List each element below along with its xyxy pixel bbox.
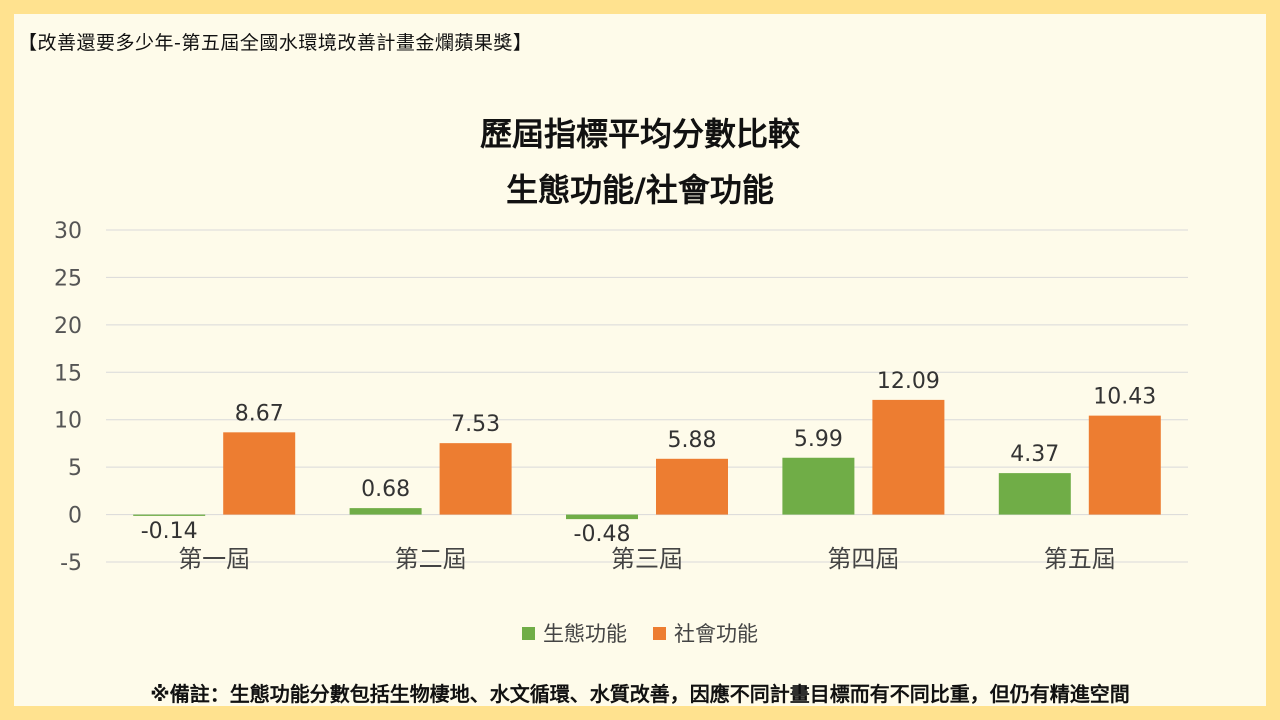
x-category-label: 第三屆	[611, 545, 683, 573]
x-category-label: 第五屆	[1044, 545, 1116, 573]
legend-item-social: 社會功能	[653, 618, 758, 648]
chart-title-line-1: 歷屆指標平均分數比較	[479, 115, 800, 153]
y-tick-label: 5	[68, 456, 82, 481]
chart-title-line-2: 生態功能/社會功能	[506, 171, 774, 209]
y-tick-label: 20	[54, 314, 82, 339]
bar	[782, 457, 855, 515]
y-tick-label: 10	[54, 409, 82, 434]
bar	[133, 514, 206, 516]
data-label: -0.48	[574, 522, 631, 547]
legend-label-ecology: 生態功能	[543, 622, 627, 646]
y-tick-label: 30	[54, 219, 82, 244]
legend-label-social: 社會功能	[674, 622, 758, 646]
legend-swatch-ecology	[522, 626, 535, 640]
bar	[223, 432, 296, 515]
slide: 【改善還要多少年-第五屆全國水環境改善計畫金爛蘋果獎】 歷屆指標平均分數比較 生…	[14, 14, 1266, 706]
y-tick-label: -5	[60, 551, 82, 576]
data-label: 4.37	[1010, 442, 1059, 467]
bar	[872, 399, 945, 515]
data-label: 5.99	[794, 427, 843, 452]
chart-title: 歷屆指標平均分數比較 生態功能/社會功能	[14, 106, 1266, 218]
x-category-label: 第二屆	[395, 545, 467, 573]
bar	[656, 458, 728, 515]
data-label: -0.14	[141, 519, 198, 544]
bar-chart: 30 25 20 15 10 5 0 -5 -0.14 8.67 第一屆 0.68 7.53 第二屆 -0.…	[54, 219, 1188, 576]
bar	[439, 443, 512, 515]
data-label: 10.43	[1093, 385, 1156, 410]
y-tick-label: 15	[54, 361, 82, 386]
footnote: ※備註：生態功能分數包括生物棲地、水文循環、水質改善，因應不同計畫目標而有不同比…	[150, 682, 1130, 706]
legend-swatch-social	[653, 626, 666, 640]
y-tick-label: 25	[54, 266, 82, 291]
x-category-label: 第四屆	[827, 545, 899, 573]
data-label: 8.67	[235, 401, 284, 426]
bar	[1088, 415, 1161, 515]
header-note: 【改善還要多少年-第五屆全國水環境改善計畫金爛蘋果獎】	[18, 32, 533, 54]
data-label: 5.88	[668, 428, 717, 453]
bar	[998, 473, 1071, 515]
data-label: 12.09	[877, 369, 940, 394]
data-label: 7.53	[451, 412, 500, 437]
y-tick-label: 0	[68, 504, 82, 529]
bar	[566, 514, 638, 520]
data-label: 0.68	[361, 477, 410, 502]
legend: 生態功能 社會功能	[14, 618, 1266, 648]
bar	[349, 508, 422, 515]
legend-item-ecology: 生態功能	[522, 618, 627, 648]
x-category-label: 第一屆	[178, 545, 250, 573]
